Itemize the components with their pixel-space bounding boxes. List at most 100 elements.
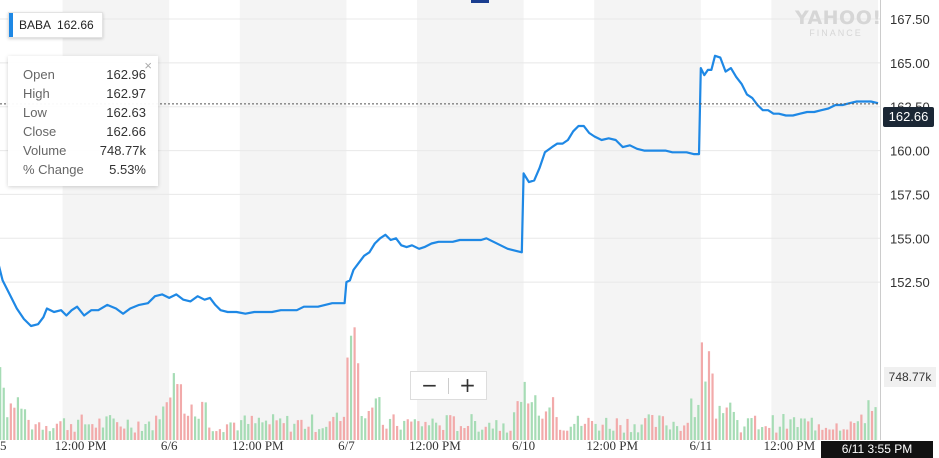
volume-bar	[863, 423, 867, 440]
volume-bar	[466, 425, 470, 440]
volume-bar	[477, 431, 480, 440]
volume-bar	[626, 418, 629, 440]
volume-bar	[778, 426, 781, 440]
volume-bar	[360, 416, 363, 440]
volume-bar	[821, 429, 824, 440]
volume-bar	[746, 418, 750, 440]
volume-bar	[488, 422, 491, 440]
volume-bar	[126, 419, 129, 440]
volume-bar	[328, 421, 331, 440]
volume-bar	[186, 415, 190, 440]
volume-bar	[481, 429, 484, 440]
volume-bar	[268, 424, 271, 440]
ohlc-tooltip: × Open 162.96 High 162.97 Low 162.63 Close 162.…	[8, 56, 158, 186]
volume-bar	[523, 381, 526, 440]
volume-bar	[619, 425, 622, 440]
volume-bar	[814, 430, 817, 440]
volume-bar	[867, 400, 870, 440]
volume-bar	[296, 420, 299, 440]
volume-bar	[782, 414, 785, 440]
price-series-line	[0, 54, 879, 328]
volume-bar	[757, 429, 760, 440]
close-icon[interactable]: ×	[144, 58, 152, 73]
volume-bar	[484, 426, 487, 440]
crosshair-time-tag: 6/11 3:55 PM	[821, 441, 933, 458]
volume-bar	[417, 421, 420, 440]
volume-bar	[147, 421, 151, 440]
volume-bar	[839, 430, 842, 440]
volume-bar	[52, 428, 55, 440]
volume-bar	[254, 423, 257, 440]
volume-bar	[512, 412, 516, 440]
volume-bar	[661, 416, 665, 440]
volume-bar	[718, 405, 721, 440]
volume-bar	[442, 429, 445, 440]
volume-bar	[629, 432, 633, 440]
volume-bar	[140, 430, 144, 440]
volume-bar	[116, 422, 119, 440]
volume-bar	[785, 428, 789, 440]
zoom-out-button[interactable]: −	[411, 373, 448, 398]
zoom-controls: − +	[410, 371, 487, 400]
volume-bar	[62, 418, 66, 440]
series-color-swatch	[9, 13, 13, 37]
volume-bar	[697, 404, 700, 440]
volume-bar	[55, 423, 58, 440]
volume-bar	[16, 397, 20, 440]
ohlc-label: Close	[23, 124, 57, 139]
volume-bar	[194, 416, 197, 440]
volume-bar	[247, 423, 250, 440]
volume-bar	[690, 398, 693, 440]
volume-bar	[34, 424, 37, 440]
volume-bar	[144, 424, 147, 440]
volume-bar	[367, 410, 370, 440]
volume-bar	[325, 426, 328, 440]
volume-bar	[544, 411, 548, 440]
volume-bar	[874, 407, 877, 440]
volume-bar	[94, 427, 97, 440]
volume-bar	[803, 418, 806, 440]
volume-bar	[314, 431, 317, 440]
zoom-in-button[interactable]: +	[449, 373, 486, 398]
volume-bar	[77, 419, 80, 440]
volume-bar	[736, 420, 739, 440]
volume-bar	[243, 415, 246, 440]
volume-bar	[45, 425, 48, 440]
volume-bar	[9, 403, 12, 440]
volume-bar	[810, 417, 813, 440]
volume-bar	[307, 426, 310, 440]
volume-bar	[176, 384, 179, 440]
volume-bar	[775, 432, 778, 440]
volume-bar	[704, 381, 707, 440]
y-tick-label: 167.50	[890, 12, 930, 27]
volume-bar	[658, 415, 661, 440]
volume-bar	[197, 418, 200, 440]
volume-bar	[240, 420, 243, 440]
volume-bar	[332, 416, 335, 440]
y-tick-label: 157.50	[890, 187, 930, 202]
volume-bar	[364, 418, 367, 440]
volume-bar	[792, 417, 796, 440]
last-volume-tag: 748.77k	[884, 367, 936, 387]
volume-bar	[711, 373, 714, 440]
volume-bar	[431, 418, 434, 440]
ohlc-label: High	[23, 86, 50, 101]
volume-bar	[807, 421, 810, 440]
ticker-symbol: BABA	[19, 18, 52, 32]
volume-bar	[286, 415, 289, 440]
volume-bar	[608, 428, 611, 440]
volume-bar	[789, 419, 792, 440]
x-tick-label: 6/7	[338, 438, 355, 453]
volume-bar	[91, 424, 94, 440]
x-tick-label: 12:00 PM	[586, 438, 638, 453]
ticker-legend[interactable]: BABA 162.66	[8, 12, 103, 38]
yahoo-finance-logo: YAHOO! FINANCE	[795, 8, 881, 38]
volume-bar	[537, 415, 540, 440]
volume-bar	[654, 426, 657, 440]
volume-bar	[388, 418, 392, 440]
volume-bar	[548, 407, 551, 440]
volume-bar	[165, 402, 168, 440]
volume-bars	[0, 327, 877, 440]
volume-bar	[725, 407, 728, 440]
